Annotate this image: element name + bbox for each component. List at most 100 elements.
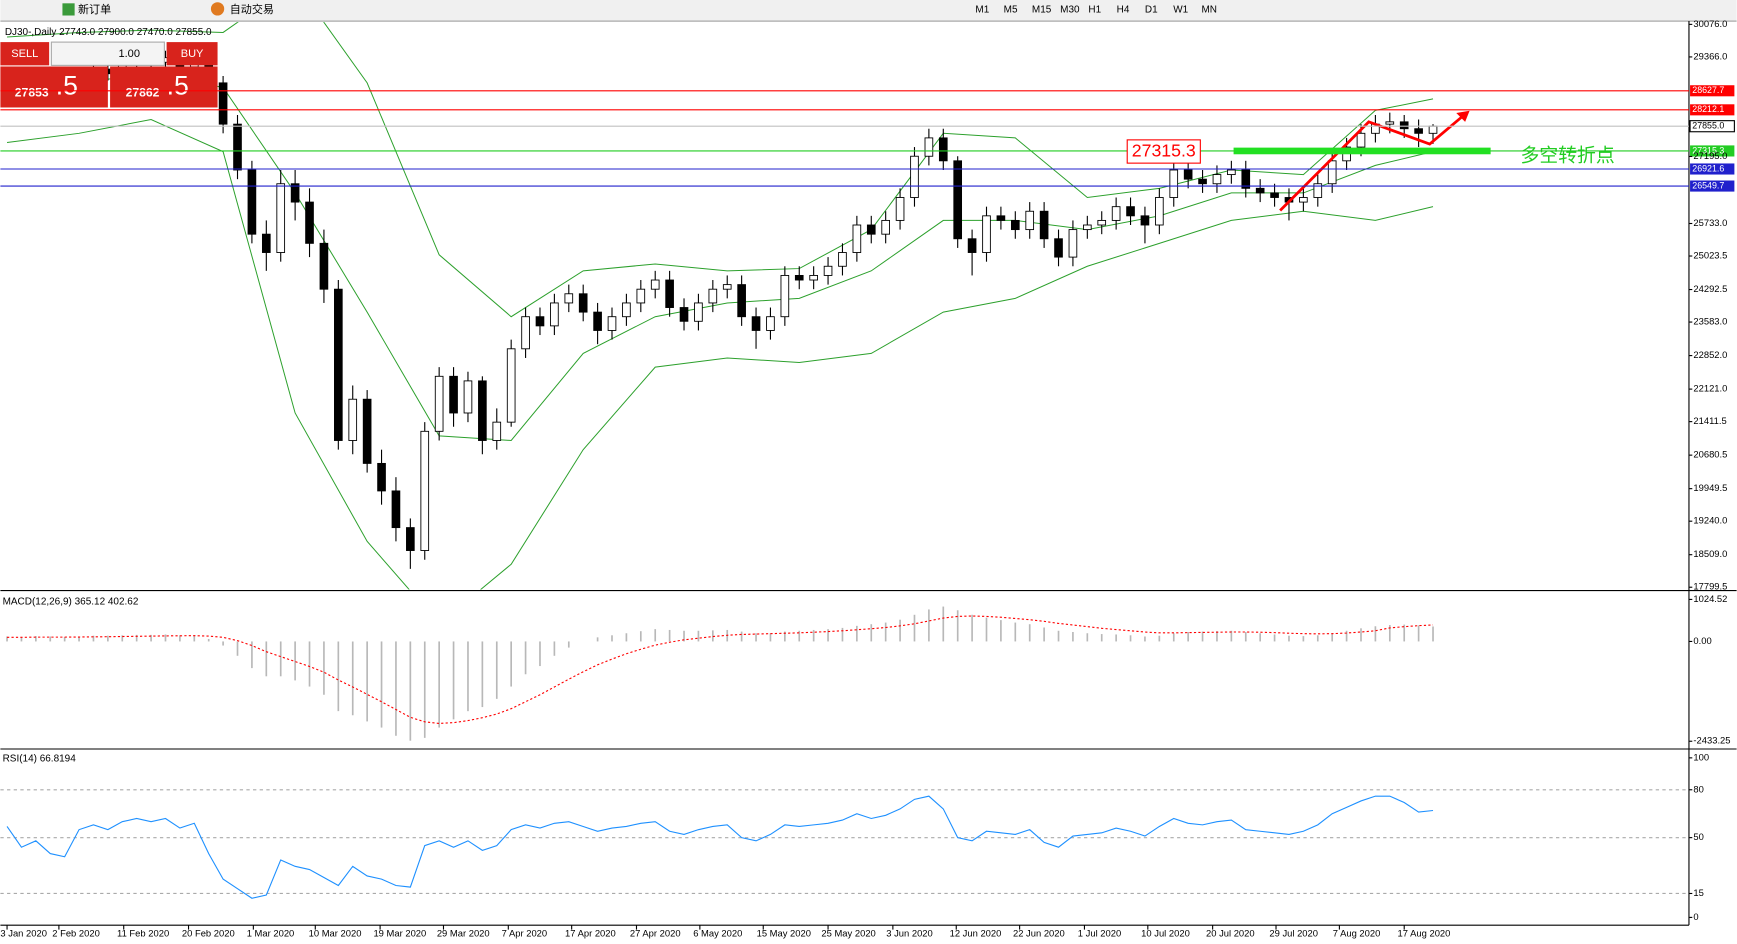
macd-signal [7,615,1434,725]
y-tick-label: 19949.5 [1693,482,1727,493]
icon [210,2,225,16]
x-tick-label: 22 Jun 2020 [1013,928,1065,939]
level-label: 26549.7 [1692,180,1724,190]
level-label-bg [1689,120,1735,133]
candle-body [722,284,732,290]
x-tick-label: 17 Apr 2020 [565,928,616,939]
candle-body [578,293,588,313]
candle-body [650,279,660,290]
y-tick-label: 29366.0 [1693,50,1727,61]
candle-body [1126,206,1135,217]
x-tick-label: 25 May 2020 [821,928,875,939]
y-tick-label: 80 [1693,783,1703,794]
timeframe-button[interactable]: M30 [1060,5,1080,16]
candle-body [1054,238,1063,258]
x-tick-label: 20 Feb 2020 [182,928,235,939]
timeframe-button[interactable]: W1 [1173,5,1188,16]
candle-body [1183,169,1193,180]
timeframe-button[interactable]: D1 [1145,5,1158,16]
candle-body [1399,121,1409,130]
candle-body [622,302,631,318]
level-label: 28212.1 [1692,104,1724,114]
auto-trading-button[interactable]: 自动交易 [230,2,274,16]
y-tick-label: 0.00 [1693,635,1711,646]
buy-price: 27862 [126,85,160,99]
y-tick-label: 18509.0 [1693,548,1727,559]
candle-body [1241,169,1251,189]
candle-body [1039,210,1049,240]
level-label: 27855.0 [1692,121,1724,131]
y-tick-label: 0 [1693,911,1698,922]
timeframe-button[interactable]: MN [1201,5,1217,16]
y-tick-label: 20680.5 [1693,449,1727,460]
candle-body [751,316,761,331]
candle-body [780,274,790,318]
timeframe-button[interactable]: M1 [975,5,989,16]
x-tick-label: 27 Apr 2020 [630,928,681,939]
sell-price: 27853 [15,85,49,99]
bollinger-lower [6,119,1434,590]
lot-field[interactable] [50,41,165,66]
x-tick-label: 7 Aug 2020 [1333,928,1381,939]
x-tick-label: 19 Mar 2020 [373,928,426,939]
candle-body [348,398,358,441]
sell-price-box[interactable] [0,66,108,108]
y-tick-label: 15 [1693,887,1703,898]
level-label: 28627.7 [1692,85,1724,95]
candle-body [1025,210,1035,231]
sell-label[interactable]: SELL [11,48,38,60]
x-tick-label: 10 Mar 2020 [309,928,362,939]
annotation-text: 多空转折点 [1521,144,1615,165]
candle-body [953,160,963,240]
candle-body [852,224,862,253]
candle-body [218,82,228,125]
icon [62,3,75,16]
candle-body [593,311,602,331]
x-tick-label: 2 Feb 2020 [52,928,100,939]
lot-value[interactable]: 1.00 [118,48,140,60]
candle-body [564,293,574,304]
candle-body [1140,215,1150,226]
candle-body [895,197,905,221]
candle-body [665,279,674,308]
timeframe-button[interactable]: H1 [1088,5,1101,16]
annotation-label: 27315.3 [1132,141,1196,161]
candle-body [1198,178,1207,185]
x-tick-label: 20 Jul 2020 [1206,928,1255,939]
candle-body [938,137,948,162]
trade-panel: SELL 1.00 BUY 27853 .5 27862 .5 [0,41,218,108]
candle-body [809,274,818,281]
level-label-bg [1690,104,1735,116]
candle-body [319,242,329,290]
timeframe-button[interactable]: H4 [1117,5,1130,16]
level-label-bg [1690,163,1735,175]
candle-body [967,238,977,253]
rsi-line [6,795,1434,899]
candle-body [535,316,545,327]
bollinger-upper [7,22,1434,318]
y-tick-label: 1024.52 [1693,593,1727,604]
candle-body [1385,121,1395,125]
candle-body [866,224,876,235]
candle-body [924,137,934,157]
candle-body [1327,160,1337,185]
y-tick-label: 50 [1693,831,1703,842]
candle-body [708,288,718,304]
timeframe-button[interactable]: M5 [1004,5,1018,16]
new-order-button[interactable]: 新订单 [78,2,111,16]
timeframe-button[interactable]: M15 [1032,5,1052,16]
candle-body [550,302,559,327]
candle-body [521,316,530,350]
x-tick-label: 15 May 2020 [757,928,811,939]
level-label-bg [1690,85,1735,97]
buy-label[interactable]: BUY [181,48,204,60]
candle-body [506,348,516,423]
buy-button[interactable] [166,42,218,66]
buy-price-box[interactable] [110,66,218,108]
sell-button[interactable] [0,42,50,66]
candle-body [838,252,847,267]
candle-body [449,375,458,414]
y-tick-label: 23583.0 [1693,316,1727,327]
